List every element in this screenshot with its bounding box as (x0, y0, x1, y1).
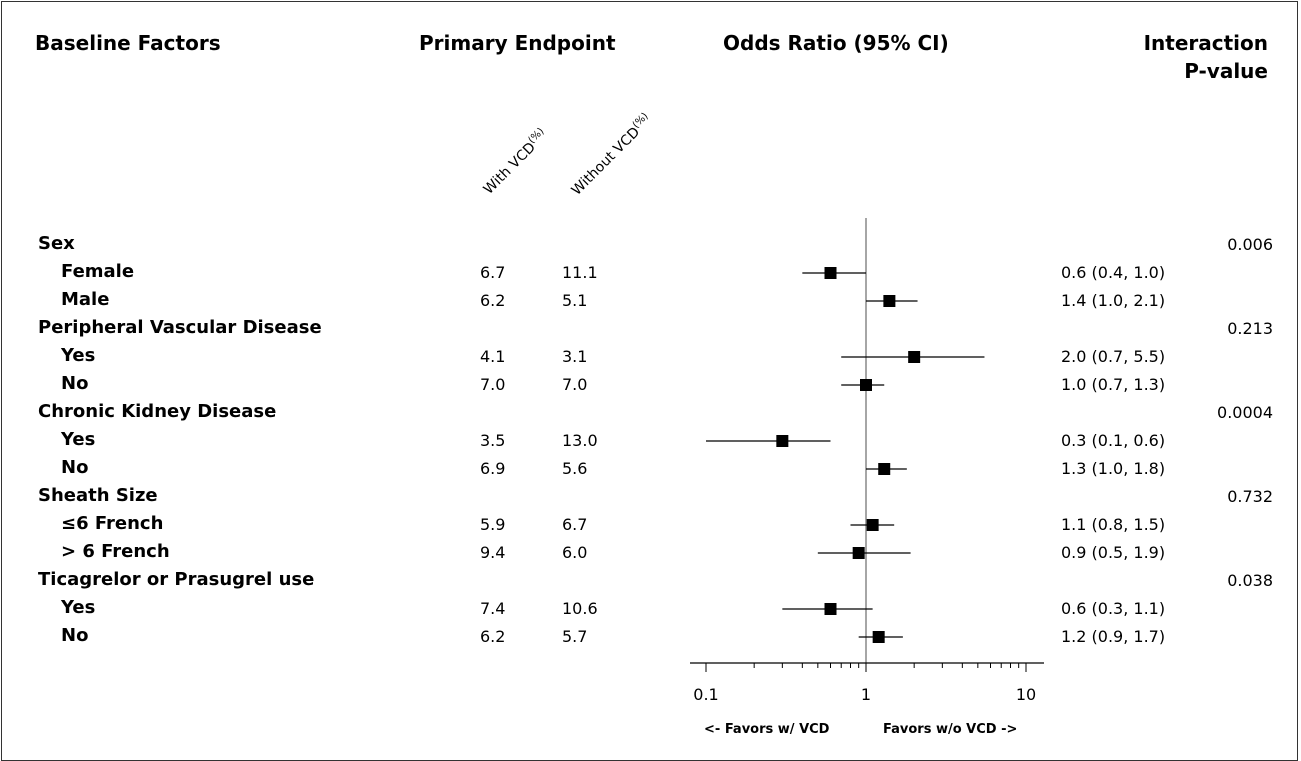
x-tick-label: 1 (861, 685, 871, 704)
subgroup-label: Yes (61, 345, 96, 366)
odds-ratio-text: 1.4 (1.0, 2.1) (1061, 291, 1166, 310)
without-vcd-value: 3.1 (562, 347, 588, 366)
point-estimate (824, 267, 837, 279)
without-vcd-value: 6.0 (562, 543, 588, 562)
subgroup-label: Female (61, 261, 135, 282)
interaction-pvalue: 0.0004 (1217, 403, 1273, 422)
without-vcd-value: 13.0 (562, 431, 598, 450)
subgroup-label: No (61, 373, 89, 394)
odds-ratio-text: 1.2 (0.9, 1.7) (1061, 627, 1166, 646)
subgroup-label: Yes (61, 597, 96, 618)
favors-left-label: <- Favors w/ VCD (704, 722, 830, 737)
point-estimate (908, 351, 921, 363)
forest-plot: 0.1 1 10 <- Favors w/ VCD Favors w/o VCD -> (690, 218, 1044, 737)
with-vcd-value: 6.2 (480, 627, 506, 646)
group-label: Sheath Size (38, 485, 158, 506)
point-estimate (776, 435, 789, 447)
subgroup-label: No (61, 625, 89, 646)
group-label: Ticagrelor or Prasugrel use (38, 569, 315, 590)
without-vcd-value: 5.6 (562, 459, 588, 478)
header-primary-endpoint: Primary Endpoint (419, 31, 616, 55)
odds-ratio-text: 0.6 (0.4, 1.0) (1061, 263, 1166, 282)
subgroup-label: Male (61, 289, 110, 310)
without-vcd-value: 10.6 (562, 599, 598, 618)
interaction-pvalue: 0.732 (1227, 487, 1273, 506)
interaction-pvalue: 0.038 (1227, 571, 1273, 590)
odds-ratio-text: 0.9 (0.5, 1.9) (1061, 543, 1166, 562)
with-vcd-value: 7.0 (480, 375, 506, 394)
header-odds-ratio: Odds Ratio (95% CI) (723, 31, 949, 55)
point-estimate (878, 463, 891, 475)
without-vcd-value: 7.0 (562, 375, 588, 394)
x-tick-label: 10 (1016, 685, 1036, 704)
point-estimate (860, 379, 872, 391)
with-vcd-value: 6.7 (480, 263, 506, 282)
header-baseline-factors: Baseline Factors (35, 31, 221, 55)
odds-ratio-text: 0.3 (0.1, 0.6) (1061, 431, 1166, 450)
favors-right-label: Favors w/o VCD -> (883, 722, 1017, 737)
with-vcd-value: 5.9 (480, 515, 506, 534)
group-label: Sex (38, 233, 75, 254)
subgroup-label: No (61, 457, 89, 478)
odds-ratio-text: 0.6 (0.3, 1.1) (1061, 599, 1166, 618)
point-estimate (883, 295, 896, 307)
with-vcd-value: 7.4 (480, 599, 506, 618)
without-vcd-value: 6.7 (562, 515, 588, 534)
with-vcd-value: 6.9 (480, 459, 506, 478)
group-label: Peripheral Vascular Disease (38, 317, 322, 338)
x-tick-label: 0.1 (693, 685, 718, 704)
odds-ratio-text: 1.0 (0.7, 1.3) (1061, 375, 1166, 394)
point-estimate (872, 631, 885, 643)
with-vcd-value: 9.4 (480, 543, 506, 562)
with-vcd-value: 4.1 (480, 347, 506, 366)
point-estimate (824, 603, 837, 615)
point-estimate (852, 547, 865, 559)
subgroup-label: > 6 French (61, 541, 170, 562)
point-estimate (866, 519, 879, 531)
header-interaction-line1: Interaction (1143, 31, 1268, 55)
odds-ratio-text: 2.0 (0.7, 5.5) (1061, 347, 1166, 366)
without-vcd-value: 5.1 (562, 291, 588, 310)
without-vcd-value: 11.1 (562, 263, 598, 282)
with-vcd-value: 6.2 (480, 291, 506, 310)
subgroup-label: Yes (61, 429, 96, 450)
odds-ratio-text: 1.3 (1.0, 1.8) (1061, 459, 1166, 478)
odds-ratio-text: 1.1 (0.8, 1.5) (1061, 515, 1166, 534)
interaction-pvalue: 0.213 (1227, 319, 1273, 338)
without-vcd-value: 5.7 (562, 627, 588, 646)
header-interaction-line2: P-value (1184, 59, 1268, 83)
with-vcd-value: 3.5 (480, 431, 506, 450)
interaction-pvalue: 0.006 (1227, 235, 1273, 254)
subgroup-label: ≤6 French (61, 513, 164, 534)
group-label: Chronic Kidney Disease (38, 401, 277, 422)
